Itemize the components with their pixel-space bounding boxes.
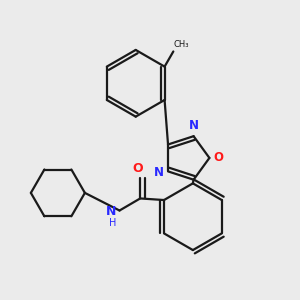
Text: N: N: [189, 119, 199, 132]
Text: N: N: [106, 205, 116, 218]
Text: O: O: [132, 162, 143, 175]
Text: CH₃: CH₃: [174, 40, 190, 49]
Text: N: N: [154, 166, 164, 178]
Text: H: H: [109, 218, 116, 227]
Text: O: O: [213, 152, 223, 164]
